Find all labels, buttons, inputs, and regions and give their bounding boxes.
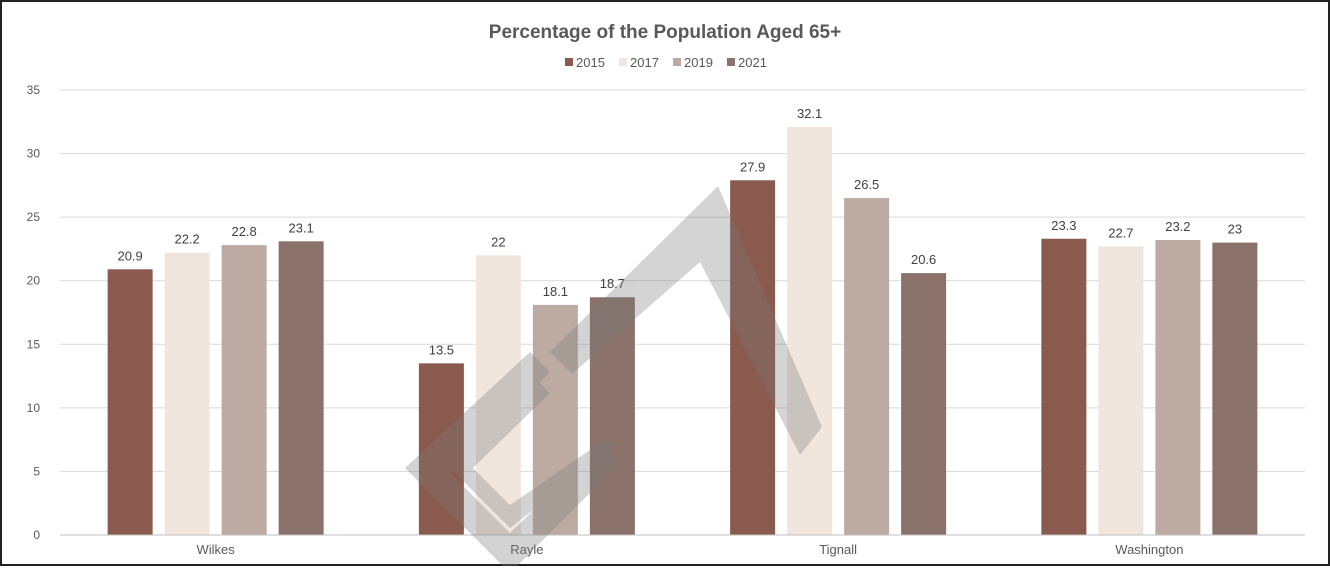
data-label: 22.8 xyxy=(231,224,256,239)
data-label: 23.3 xyxy=(1051,218,1076,233)
data-label: 22.2 xyxy=(174,232,199,247)
bar-2015 xyxy=(107,269,153,535)
y-tick-label: 35 xyxy=(27,83,41,97)
bar-2019 xyxy=(532,304,578,535)
data-label: 20.9 xyxy=(117,248,142,263)
x-tick-label: Rayle xyxy=(510,542,543,557)
y-tick-label: 5 xyxy=(33,464,40,478)
bar-2015 xyxy=(418,363,464,535)
data-label: 22 xyxy=(491,234,505,249)
legend-label: 2019 xyxy=(684,55,713,70)
x-tick-label: Wilkes xyxy=(196,542,235,557)
bar-2019 xyxy=(844,198,890,536)
y-tick-label: 30 xyxy=(27,147,41,161)
bar-2019 xyxy=(221,245,267,535)
data-label: 18.1 xyxy=(543,284,568,299)
bar-2019 xyxy=(1155,240,1201,535)
data-labels: 20.9 22.2 22.8 23.1 13.5 22 18.1 18.7 27.9 32.1 26… xyxy=(117,106,1242,357)
bar-2017 xyxy=(1098,246,1144,535)
bar-2017 xyxy=(164,252,210,535)
data-label: 23.2 xyxy=(1165,219,1190,234)
y-tick-label: 15 xyxy=(27,337,41,351)
y-tick-label: 20 xyxy=(27,274,41,288)
y-tick-label: 0 xyxy=(33,528,40,542)
data-label: 22.7 xyxy=(1108,225,1133,240)
legend-label: 2021 xyxy=(738,55,767,70)
legend-swatch xyxy=(619,58,627,66)
x-tick-label: Tignall xyxy=(819,542,857,557)
legend-swatch xyxy=(727,58,735,66)
bar-2021 xyxy=(589,297,635,535)
legend-swatch xyxy=(565,58,573,66)
x-tick-label: Washington xyxy=(1115,542,1183,557)
y-axis: 0 5 10 15 20 25 30 35 xyxy=(27,83,41,542)
legend-label: 2015 xyxy=(576,55,605,70)
legend: 2015 2017 2019 2021 xyxy=(565,55,767,70)
bar-2021 xyxy=(901,273,947,535)
data-label: 13.5 xyxy=(429,342,454,357)
data-label: 18.7 xyxy=(600,276,625,291)
legend-swatch xyxy=(673,58,681,66)
data-label: 27.9 xyxy=(740,159,765,174)
bar-2021 xyxy=(278,241,324,536)
watermark-logo xyxy=(405,186,822,571)
y-tick-label: 25 xyxy=(27,210,41,224)
bar-2015 xyxy=(730,180,776,535)
bar-2015 xyxy=(1041,238,1087,535)
bar-2021 xyxy=(1212,242,1258,536)
y-tick-label: 10 xyxy=(27,401,41,415)
data-label: 23 xyxy=(1228,222,1242,237)
bars xyxy=(107,126,1258,536)
data-label: 20.6 xyxy=(911,252,936,267)
bar-2017 xyxy=(475,255,521,536)
chart-title: Percentage of the Population Aged 65+ xyxy=(489,22,841,43)
x-axis: Wilkes Rayle Tignall Washington xyxy=(60,534,1305,557)
legend-label: 2017 xyxy=(630,55,659,70)
bar-2017 xyxy=(787,126,833,535)
data-label: 26.5 xyxy=(854,177,879,192)
data-label: 32.1 xyxy=(797,106,822,121)
data-label: 23.1 xyxy=(288,220,313,235)
